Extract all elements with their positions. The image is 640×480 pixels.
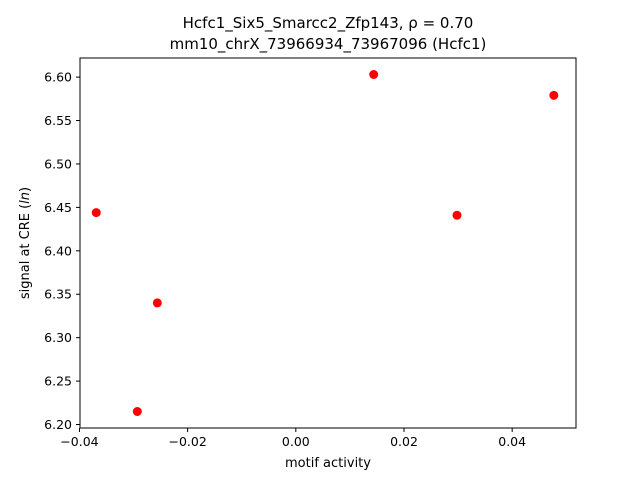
data-point: [549, 90, 559, 100]
x-tick-label: −0.04: [60, 434, 98, 449]
y-tick-label: 6.25: [44, 374, 72, 389]
data-point: [152, 298, 162, 308]
y-axis-label: signal at CRE (ln): [18, 187, 33, 299]
y-tick-label: 6.45: [44, 200, 72, 215]
data-point: [91, 208, 101, 218]
data-point: [132, 406, 142, 416]
x-tick-label: 0.02: [390, 434, 418, 449]
x-axis-label: motif activity: [285, 456, 371, 471]
y-tick-label: 6.40: [44, 243, 72, 258]
data-points: [91, 70, 559, 416]
x-tick-label: 0.04: [498, 434, 526, 449]
data-point: [452, 210, 462, 220]
y-axis-ticks: 6.20 6.25 6.30 6.35 6.40 6.45 6.50 6.55 6.60: [44, 70, 80, 432]
x-tick-label: 0.00: [282, 434, 310, 449]
data-point: [369, 70, 379, 80]
x-tick-label: −0.02: [168, 434, 206, 449]
y-tick-label: 6.55: [44, 113, 72, 128]
axes-frame: [79, 57, 577, 429]
y-tick-label: 6.20: [44, 417, 72, 432]
y-tick-label: 6.35: [44, 287, 72, 302]
chart-title-line2: mm10_chrX_73966934_73967096 (Hcfc1): [170, 35, 487, 54]
y-tick-label: 6.30: [44, 330, 72, 345]
y-tick-label: 6.60: [44, 70, 72, 85]
chart-title-line1: Hcfc1_Six5_Smarcc2_Zfp143, ρ = 0.70: [183, 14, 474, 33]
y-tick-label: 6.50: [44, 156, 72, 171]
x-axis-ticks: −0.04 −0.02 0.00 0.02 0.04: [60, 428, 526, 449]
